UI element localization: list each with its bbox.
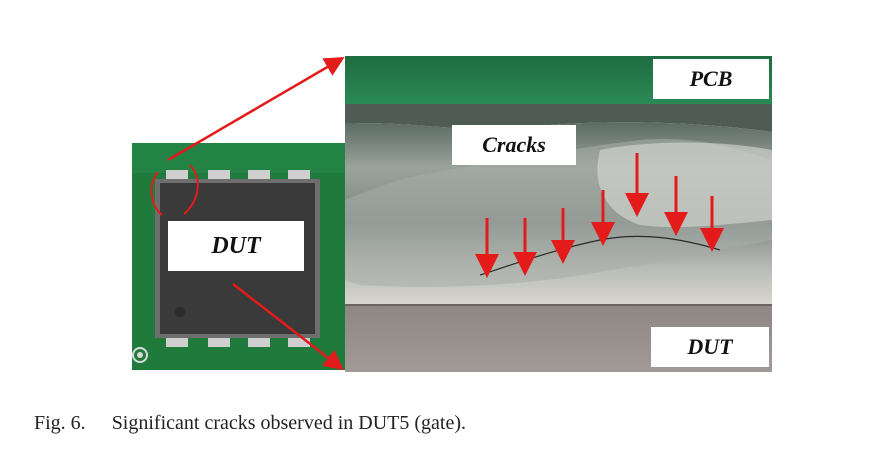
micrograph-photo: [345, 56, 772, 372]
caption-text: Significant cracks observed in DUT5 (gat…: [111, 412, 467, 434]
crack-arrows: [475, 153, 724, 278]
figure-illustration: [132, 56, 772, 372]
pcb-label: PCB: [653, 59, 769, 99]
zoom-arrows: [167, 56, 345, 371]
figure-panel: PCB Cracks DUT DUT: [132, 56, 772, 372]
caption-number: Fig. 6.: [34, 412, 86, 434]
dut-package-label: DUT: [168, 221, 304, 271]
figure-caption: Fig. 6. Significant cracks observed in DU…: [34, 412, 466, 435]
dut-micrograph-label: DUT: [651, 327, 769, 367]
pcb-photo: [132, 143, 345, 370]
cracks-label: Cracks: [452, 125, 576, 165]
